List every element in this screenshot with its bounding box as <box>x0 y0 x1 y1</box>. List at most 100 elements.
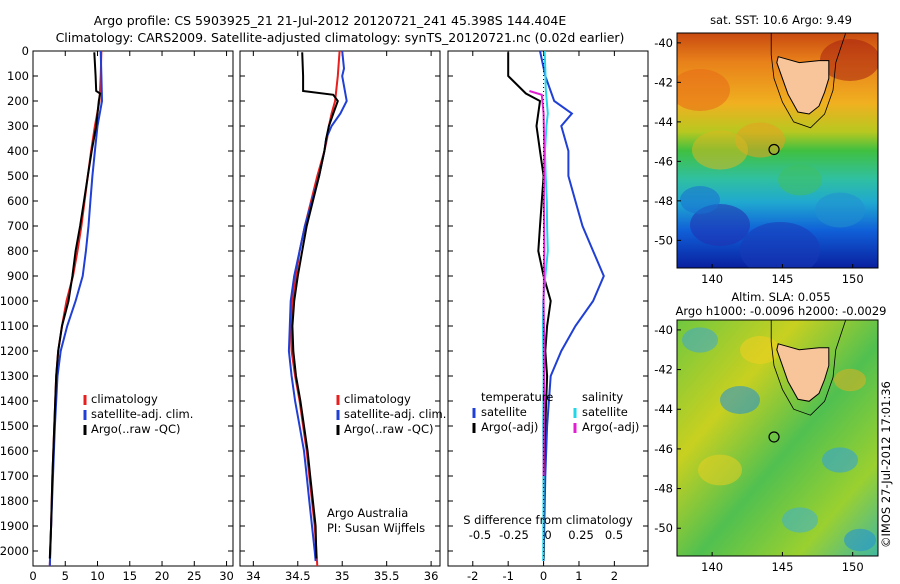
map-field <box>677 320 878 556</box>
legend-label: Argo(..raw -QC) <box>91 422 181 436</box>
map-y-tick-label: -48 <box>654 482 673 496</box>
legend-label: satellite-adj. clim. <box>344 407 446 421</box>
map-blob <box>815 192 865 228</box>
x-tick-label: 20 <box>155 569 170 580</box>
map-y-tick-label: -42 <box>654 75 673 89</box>
figure-title-line2: Climatology: CARS2009. Satellite-adjuste… <box>56 30 625 45</box>
map-x-tick-label: 145 <box>771 560 793 574</box>
map-x-tick-label: 140 <box>701 560 723 574</box>
legend-label: Argo(-adj) <box>582 420 639 434</box>
x-tick-label: 35 <box>335 569 350 580</box>
figure-title-line1: Argo profile: CS 5903925_21 21-Jul-2012 … <box>94 13 567 28</box>
plot-frame <box>447 50 649 567</box>
map-blob <box>822 447 858 473</box>
map-frame <box>676 319 879 557</box>
map-blob <box>692 130 748 170</box>
profile-location-marker <box>768 431 780 443</box>
map-blob <box>844 528 876 552</box>
series-line-0 <box>539 50 605 562</box>
x-tick-label: 10 <box>90 569 105 580</box>
profile-location-marker <box>768 143 780 156</box>
top-axis-label: S difference from climatology <box>463 513 633 527</box>
x-tick-label: 2 <box>611 569 618 580</box>
series-line-3 <box>529 90 546 477</box>
plot-frame <box>239 50 441 567</box>
map-frame <box>676 32 879 269</box>
map-blob <box>680 186 720 214</box>
y-tick-label: 1200 <box>0 344 29 358</box>
x-tick-label: 0 <box>29 569 36 580</box>
y-tick-label: 1400 <box>0 394 29 408</box>
y-tick-label: 900 <box>7 269 29 283</box>
map-y-tick-label: -42 <box>654 363 673 377</box>
map-blob <box>778 164 822 196</box>
series-line-2 <box>291 52 339 559</box>
x-tick-label: 0 <box>540 569 547 580</box>
y-tick-label: 1600 <box>0 444 29 458</box>
legend-label: climatology <box>91 392 158 406</box>
shelf-contour <box>770 33 847 129</box>
map-title: sat. SST: 10.6 Argo: 9.49 <box>710 13 852 27</box>
top-tick-label: -0.5 <box>469 528 491 542</box>
x-tick-label: 1 <box>575 569 582 580</box>
x-tick-label: 25 <box>187 569 202 580</box>
map-blob <box>720 386 760 414</box>
map-x-tick-label: 140 <box>701 272 723 286</box>
map-y-tick-label: -50 <box>654 521 673 535</box>
series-line-2 <box>48 52 102 559</box>
panel-salinity: 3434.53535.536salinityclimatologysatelli… <box>239 50 446 584</box>
y-tick-label: 700 <box>7 219 29 233</box>
map-x-tick-label: 145 <box>771 272 793 286</box>
map-blob <box>690 204 750 246</box>
legend-label: satellite-adj. clim. <box>91 407 193 421</box>
map-y-tick-label: -44 <box>654 402 673 416</box>
top-tick-label: 0 <box>544 528 551 542</box>
x-tick-label: 34 <box>246 569 261 580</box>
y-tick-label: 500 <box>7 169 29 183</box>
map-blob <box>834 368 866 392</box>
y-tick-label: 1000 <box>0 294 29 308</box>
legend-label: satellite <box>582 405 628 419</box>
y-tick-label: 400 <box>7 144 29 158</box>
x-tick-label: -2 <box>467 569 478 580</box>
legend-title-salinity: salinity <box>582 390 623 404</box>
map-y-tick-label: -46 <box>654 442 673 456</box>
y-tick-label: 1900 <box>0 519 29 533</box>
y-tick-label: 1800 <box>0 494 29 508</box>
map-blob <box>820 39 878 81</box>
map-blob <box>682 327 718 353</box>
annotation-pi: PI: Susan Wijffels <box>327 521 425 535</box>
y-tick-label: 0 <box>22 44 29 58</box>
map-y-tick-label: -40 <box>654 323 673 337</box>
legend-title-temperature: temperature <box>481 390 553 404</box>
top-tick-label: -0.25 <box>499 528 529 542</box>
legend-label: Argo(-adj) <box>481 420 538 434</box>
top-tick-label: 0.25 <box>568 528 594 542</box>
y-tick-label: 100 <box>7 69 29 83</box>
imos-timestamp: ©IMOS 27-Jul-2012 17:01:36 <box>879 381 893 548</box>
map-blob <box>698 454 742 486</box>
map-blob <box>740 336 780 364</box>
tasmania-landmass <box>776 56 830 115</box>
x-tick-label: 15 <box>122 569 137 580</box>
x-tick-label: 5 <box>62 569 69 580</box>
map-y-tick-label: -50 <box>654 233 673 247</box>
map-subtitle: Argo h1000: -0.0096 h2000: -0.0029 <box>676 304 887 318</box>
y-tick-label: 1700 <box>0 469 29 483</box>
map-blob <box>677 69 730 111</box>
plot-frame <box>32 50 234 567</box>
map-field <box>677 33 878 268</box>
y-tick-label: 1100 <box>0 319 29 333</box>
legend-label: climatology <box>344 392 411 406</box>
x-tick-label: 36 <box>424 569 439 580</box>
y-tick-label: 1300 <box>0 369 29 383</box>
series-line-1 <box>507 52 552 559</box>
legend-label: Argo(..raw -QC) <box>344 422 434 436</box>
map-y-tick-label: -48 <box>654 194 673 208</box>
map-title: Altim. SLA: 0.055 <box>731 290 830 304</box>
x-tick-label: -1 <box>502 569 513 580</box>
shelf-contour <box>770 320 847 416</box>
map-colour-field <box>677 320 878 556</box>
